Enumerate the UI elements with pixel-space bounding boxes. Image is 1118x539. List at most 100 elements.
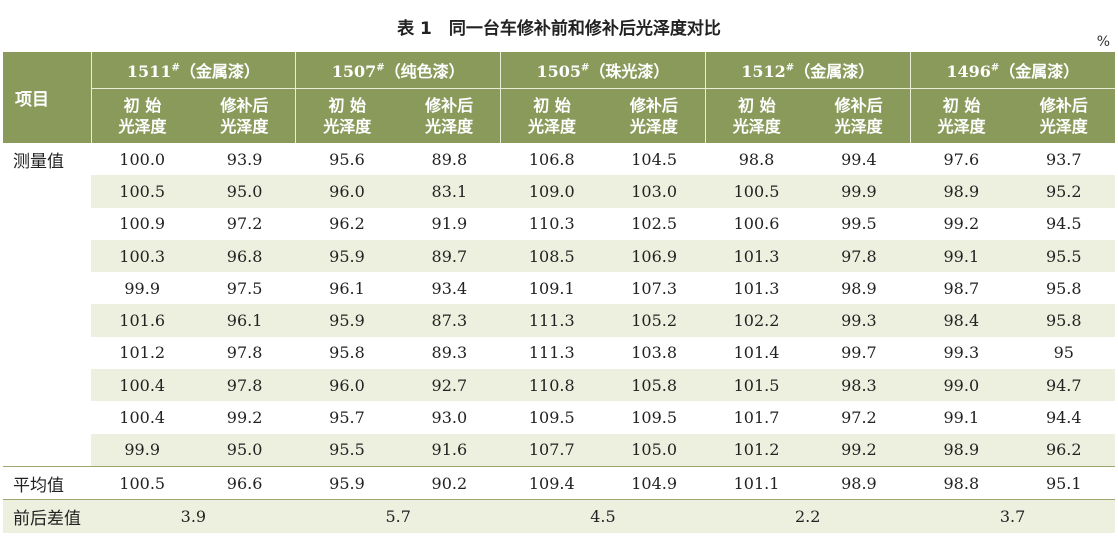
unit-label: % — [1096, 34, 1110, 50]
difference-cell: 2.2 — [705, 499, 911, 533]
header-line: 光泽度 — [1039, 117, 1088, 136]
average-cell: 95.1 — [1012, 465, 1115, 500]
group-header-1507: 1507#（纯色漆） — [295, 52, 501, 89]
after-repair-gloss-header: 修补后 光泽度 — [193, 89, 295, 144]
initial-gloss-header: 初 始光泽度 — [295, 88, 399, 143]
table-cell: 100.4 — [91, 369, 194, 402]
table-cell: 95.0 — [193, 175, 296, 208]
table-cell: 93.7 — [1045, 149, 1082, 169]
table-row: 100.4 97.8 96.0 92.7 110.8 105.8 101.5 98.3 99.0… — [3, 369, 1115, 402]
table-cell: 89.7 — [398, 239, 501, 273]
row-label — [3, 240, 91, 272]
table-cell: 97.8 — [226, 343, 263, 363]
table-cell: 95.8 — [329, 343, 365, 363]
table-cell: 95.6 — [329, 149, 365, 169]
row-label — [3, 208, 91, 240]
table-cell: 95.8 — [1012, 304, 1115, 337]
table-cell: 91.9 — [431, 214, 468, 234]
table-cell: 99.2 — [807, 433, 911, 467]
row-label — [3, 175, 91, 207]
table-cell: 101.6 — [91, 304, 194, 337]
group-mark: # — [171, 62, 180, 74]
table-cell: 95.9 — [295, 239, 399, 273]
table-cell: 94.5 — [1045, 214, 1082, 234]
table-cell: 99.3 — [807, 304, 911, 337]
group-header-row: 项目 1511#（金属漆） 1507#（纯色漆） 1505#（珠光漆） 1512#（金… — [3, 52, 1115, 110]
average-cell: 104.9 — [602, 465, 706, 500]
difference-cell: 3.9 — [91, 499, 296, 533]
table-row: 100.3 96.8 95.9 89.7 108.5 106.9 101.3 97.8 99.1… — [3, 239, 1115, 273]
table-cell: 98.7 — [943, 278, 980, 298]
table-cell: 95.5 — [295, 433, 399, 467]
table-cell: 99.1 — [943, 408, 980, 428]
table-cell: 99.9 — [124, 278, 160, 298]
average-row: 平均值 100.5 96.6 95.9 90.2 109.4 104.9 101.1 98.9 9… — [3, 465, 1115, 500]
table-cell: 99.0 — [910, 369, 1013, 402]
table-cell: 111.3 — [528, 343, 575, 363]
table-cell: 109.1 — [528, 278, 575, 298]
table-cell: 111.3 — [500, 304, 603, 337]
table-cell: 105.2 — [602, 304, 706, 337]
difference-label: 前后差值 — [3, 499, 91, 533]
group-header-1511: 1511#（金属漆） — [90, 52, 296, 89]
initial-gloss-header: 初 始光泽度 — [500, 88, 603, 143]
table-cell: 106.9 — [602, 239, 706, 273]
table-cell: 103.8 — [631, 343, 678, 363]
table-cell: 109.5 — [528, 408, 575, 428]
table-cell: 106.8 — [528, 149, 575, 169]
table-cell: 101.2 — [119, 343, 166, 363]
header-line: 光泽度 — [629, 117, 678, 136]
header-line: 光泽度 — [425, 117, 474, 136]
table-cell: 100.4 — [119, 408, 166, 428]
table-cell: 93.9 — [226, 149, 263, 169]
group-number: 1505 — [536, 62, 582, 81]
group-paint-type: （珠光漆） — [589, 62, 670, 81]
group-header-1505: 1505#（珠光漆） — [500, 52, 706, 89]
table-cell: 89.8 — [431, 149, 468, 169]
after-repair-gloss-header: 修补后 光泽度 — [603, 89, 705, 144]
table-cell: 94.4 — [1045, 408, 1082, 428]
difference-cell: 5.7 — [295, 499, 501, 533]
table-cell: 98.4 — [910, 304, 1013, 337]
table-cell: 93.4 — [431, 278, 468, 298]
table-cell: 101.2 — [705, 433, 808, 467]
table-cell: 89.3 — [431, 343, 468, 363]
table-cell: 107.7 — [500, 433, 603, 467]
initial-gloss-header: 初 始光泽度 — [90, 88, 194, 143]
table-cell: 99.9 — [91, 433, 194, 467]
group-paint-type: （金属漆） — [794, 62, 875, 81]
row-label — [3, 337, 91, 369]
table-cell: 99.1 — [910, 239, 1013, 273]
table-row: 101.2 97.8 95.8 89.3 111.3 103.8 101.4 99.7 99.3… — [3, 337, 1115, 369]
table-row: 99.9 97.5 96.1 93.4 109.1 107.3 101.3 98.9 98.7 9… — [3, 272, 1115, 304]
table-cell: 96.8 — [193, 239, 296, 273]
average-cell: 98.9 — [807, 465, 911, 500]
table-cell: 96.2 — [1012, 433, 1115, 467]
group-mark: # — [376, 62, 385, 74]
table-cell: 105.0 — [602, 433, 706, 467]
average-cell: 98.8 — [910, 465, 1013, 500]
table-cell: 95.2 — [1012, 175, 1115, 208]
table-cell: 97.8 — [807, 239, 911, 273]
group-number: 1496 — [946, 62, 991, 81]
group-header-1496: 1496#（金属漆） — [909, 52, 1115, 89]
group-number: 1511 — [126, 62, 172, 81]
table-row: 测量值 100.0 93.9 95.6 89.8 106.8 104.5 98.8 99.4 97… — [3, 143, 1115, 175]
header-line: 初 始 — [738, 96, 776, 115]
table-cell: 96.1 — [193, 304, 296, 337]
table-cell: 91.6 — [398, 433, 501, 467]
table-cell: 95.9 — [295, 304, 399, 337]
table-cell: 100.6 — [733, 214, 780, 234]
table-cell: 99.4 — [841, 149, 877, 169]
group-paint-type: （金属漆） — [999, 62, 1080, 81]
row-label — [3, 304, 91, 336]
table-cell: 100.0 — [119, 149, 166, 169]
group-header-1512: 1512#（金属漆） — [704, 52, 911, 89]
header-line: 初 始 — [123, 96, 162, 115]
row-label — [3, 369, 91, 401]
table-row: 100.9 97.2 96.2 91.9 110.3 102.5 100.6 99.5 99.2… — [3, 208, 1115, 240]
table-cell: 102.5 — [631, 214, 678, 234]
group-paint-type: （金属漆） — [179, 62, 260, 81]
average-label: 平均值 — [3, 465, 91, 500]
table-cell: 87.3 — [398, 304, 501, 337]
